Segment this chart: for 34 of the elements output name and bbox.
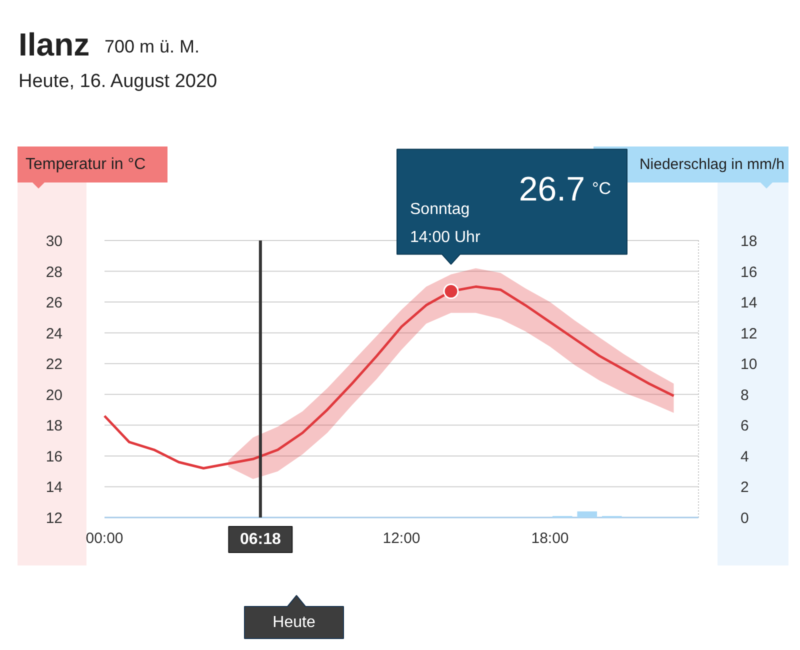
y-tick-label: 20 — [46, 386, 63, 404]
y2-tick-label: 0 — [740, 510, 749, 527]
y-axis-title: Temperatur in °C — [26, 156, 146, 173]
y-tick-label: 24 — [46, 325, 63, 342]
x-tick-label: 12:00 — [382, 530, 420, 547]
y2-axis-title: Niederschlag in mm/h — [639, 156, 785, 173]
y-tick-label: 18 — [46, 418, 63, 435]
y-tick-label: 28 — [46, 264, 63, 281]
chart-title: Ilanz — [18, 26, 90, 62]
y2-tick-label: 4 — [740, 448, 749, 466]
text: 26.7 °C — [518, 170, 612, 208]
text: Heute — [272, 614, 316, 631]
text: Sonntag — [410, 200, 470, 218]
annotation: 14:00 Uhr — [410, 228, 481, 246]
chart-subtitle: Heute, 16. August 2020 — [18, 71, 218, 92]
y2-tick-label: 10 — [740, 356, 758, 374]
ref-line-label: 06:18 — [240, 531, 281, 548]
y2-tick-label: 16 — [740, 264, 758, 281]
y-tick-label: 16 — [46, 448, 63, 466]
y2-tick-label: 2 — [740, 479, 749, 496]
y2-tick-label: 14 — [740, 294, 758, 312]
y-tick-label: 30 — [46, 233, 63, 250]
line-series — [103, 285, 675, 470]
text: 700 m ü. M. — [104, 36, 200, 56]
y-tick-label: 26 — [46, 294, 63, 312]
y-tick-label: 22 — [46, 356, 63, 374]
y-tick-label: 12 — [46, 510, 63, 527]
y2-tick-label: 8 — [740, 386, 749, 404]
x-tick-label: 00:00 — [86, 530, 124, 547]
y2-tick-label: 18 — [740, 233, 758, 250]
y-tick-label: 14 — [46, 479, 63, 496]
x-tick-label: 18:00 — [531, 530, 569, 547]
y2-tick-label: 6 — [740, 418, 749, 435]
y2-tick-label: 12 — [740, 325, 758, 342]
